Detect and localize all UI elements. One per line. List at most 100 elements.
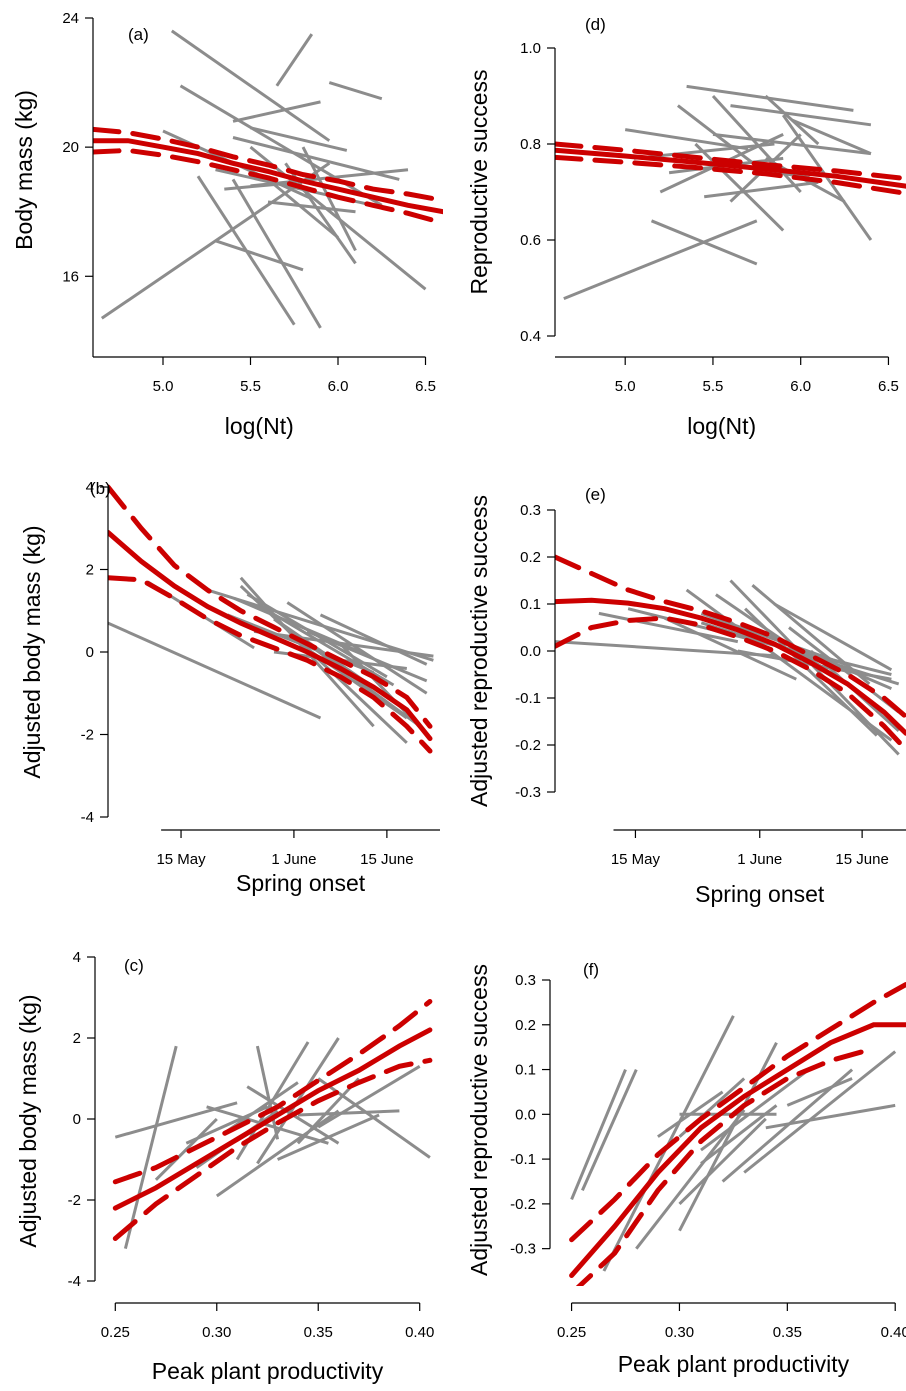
lower-ci-curve — [93, 147, 443, 226]
y-tick-label: 4 — [86, 479, 94, 496]
individual-line — [712, 132, 872, 156]
individual-line — [788, 626, 900, 714]
individual-line — [598, 611, 739, 644]
individual-line — [730, 104, 872, 127]
panel-label: (c) — [124, 956, 144, 975]
upper-ci-curve — [569, 982, 906, 1243]
individual-line — [296, 1077, 360, 1145]
individual-line — [286, 601, 428, 695]
y-tick-label: 0 — [86, 644, 94, 661]
individual-line — [179, 84, 383, 207]
x-axis-title: log(Nt) — [687, 413, 756, 439]
individual-line — [624, 128, 749, 151]
x-tick-label: 15 May — [156, 851, 206, 868]
lower-ci-curve — [555, 615, 906, 753]
fitted-curve — [569, 1022, 906, 1278]
y-tick-label: 0.0 — [520, 643, 541, 660]
x-tick-label: 0.40 — [405, 1324, 434, 1341]
individual-lines — [100, 29, 427, 329]
fitted-curve — [93, 138, 443, 215]
lower-ci-curve — [555, 154, 906, 196]
x-tick-label: 1 June — [271, 851, 316, 868]
y-axis-title: Body mass (kg) — [11, 90, 37, 250]
panel-label: (a) — [128, 25, 149, 44]
x-tick-label: 15 June — [360, 851, 413, 868]
lower-ci-curve — [112, 1057, 433, 1241]
x-tick-label: 0.25 — [101, 1324, 130, 1341]
x-tick-label: 0.35 — [304, 1324, 333, 1341]
y-tick-label: -2 — [68, 1192, 81, 1209]
individual-line — [185, 1105, 269, 1145]
upper-ci-curve — [555, 554, 906, 720]
y-tick-label: 0.1 — [515, 1062, 536, 1079]
individual-line — [226, 1081, 299, 1133]
panel-label: (e) — [585, 485, 606, 504]
x-axis-title: Peak plant productivity — [152, 1358, 384, 1384]
individual-line — [196, 175, 296, 326]
x-axis-title: Spring onset — [236, 870, 366, 896]
fitted-curves — [112, 999, 433, 1241]
individual-line — [215, 1109, 340, 1198]
lower-ci-curve — [575, 1048, 877, 1286]
y-axis-title: Adjusted body mass (kg) — [19, 525, 45, 778]
x-axis-title: Peak plant productivity — [618, 1351, 850, 1377]
individual-lines — [108, 576, 434, 744]
x-tick-label: 0.30 — [202, 1324, 231, 1341]
y-tick-label: 16 — [62, 268, 79, 285]
individual-line — [317, 1065, 421, 1129]
y-tick-label: 0.3 — [520, 502, 541, 519]
individual-line — [154, 1117, 218, 1181]
panel-c: -4 -2 0 2 4 0.25 0.30 0.35 0.40 Peak plant produc… — [15, 949, 434, 1384]
individual-line — [704, 180, 819, 199]
individual-line — [215, 239, 304, 272]
x-tick-label: 5.5 — [240, 378, 261, 395]
individual-line — [297, 1109, 400, 1117]
y-tick-label: -0.2 — [515, 737, 541, 754]
individual-line — [231, 178, 322, 329]
individual-line — [700, 611, 849, 667]
x-tick-label: 5.0 — [153, 378, 174, 395]
individual-lines — [563, 84, 873, 300]
y-tick-label: 0.3 — [515, 972, 536, 989]
x-tick-label: 6.0 — [328, 378, 349, 395]
panel-label: (b) — [90, 479, 111, 498]
individual-line — [751, 584, 871, 686]
individual-line — [765, 1103, 896, 1130]
fitted-curves — [555, 554, 906, 753]
x-tick-label: 15 May — [611, 851, 661, 868]
y-tick-label: -4 — [68, 1273, 81, 1290]
x-tick-label: 6.5 — [415, 378, 436, 395]
individual-line — [250, 126, 348, 152]
x-axis-title: Spring onset — [695, 881, 825, 907]
x-tick-label: 5.0 — [615, 378, 636, 395]
y-tick-label: -0.1 — [515, 690, 541, 707]
individual-line — [678, 1117, 767, 1205]
y-tick-label: -4 — [81, 809, 94, 826]
y-tick-label: 0.2 — [520, 549, 541, 566]
y-axis-title: Adjusted reproductive success — [466, 495, 492, 807]
individual-line — [275, 33, 314, 87]
y-tick-label: -0.2 — [510, 1196, 536, 1213]
upper-ci-curve — [93, 126, 443, 203]
y-tick-label: -0.3 — [510, 1241, 536, 1258]
individual-line — [715, 593, 834, 676]
individual-line — [255, 1045, 280, 1140]
x-tick-label: 6.0 — [790, 378, 811, 395]
individual-line — [635, 1108, 746, 1250]
y-axis-title: Reproductive success — [466, 70, 492, 295]
fitted-curves — [108, 484, 433, 754]
individual-lines — [555, 579, 900, 756]
individual-line — [206, 1105, 329, 1145]
x-tick-label: 0.30 — [665, 1324, 694, 1341]
individual-line — [791, 118, 872, 155]
individual-line — [319, 613, 428, 666]
individual-line — [267, 178, 339, 239]
x-tick-label: 5.5 — [703, 378, 724, 395]
individual-line — [123, 1045, 178, 1249]
individual-line — [267, 200, 356, 214]
individual-line — [711, 94, 802, 194]
fitted-curve — [555, 597, 906, 736]
individual-line — [563, 219, 758, 300]
y-tick-label: 0.1 — [520, 596, 541, 613]
